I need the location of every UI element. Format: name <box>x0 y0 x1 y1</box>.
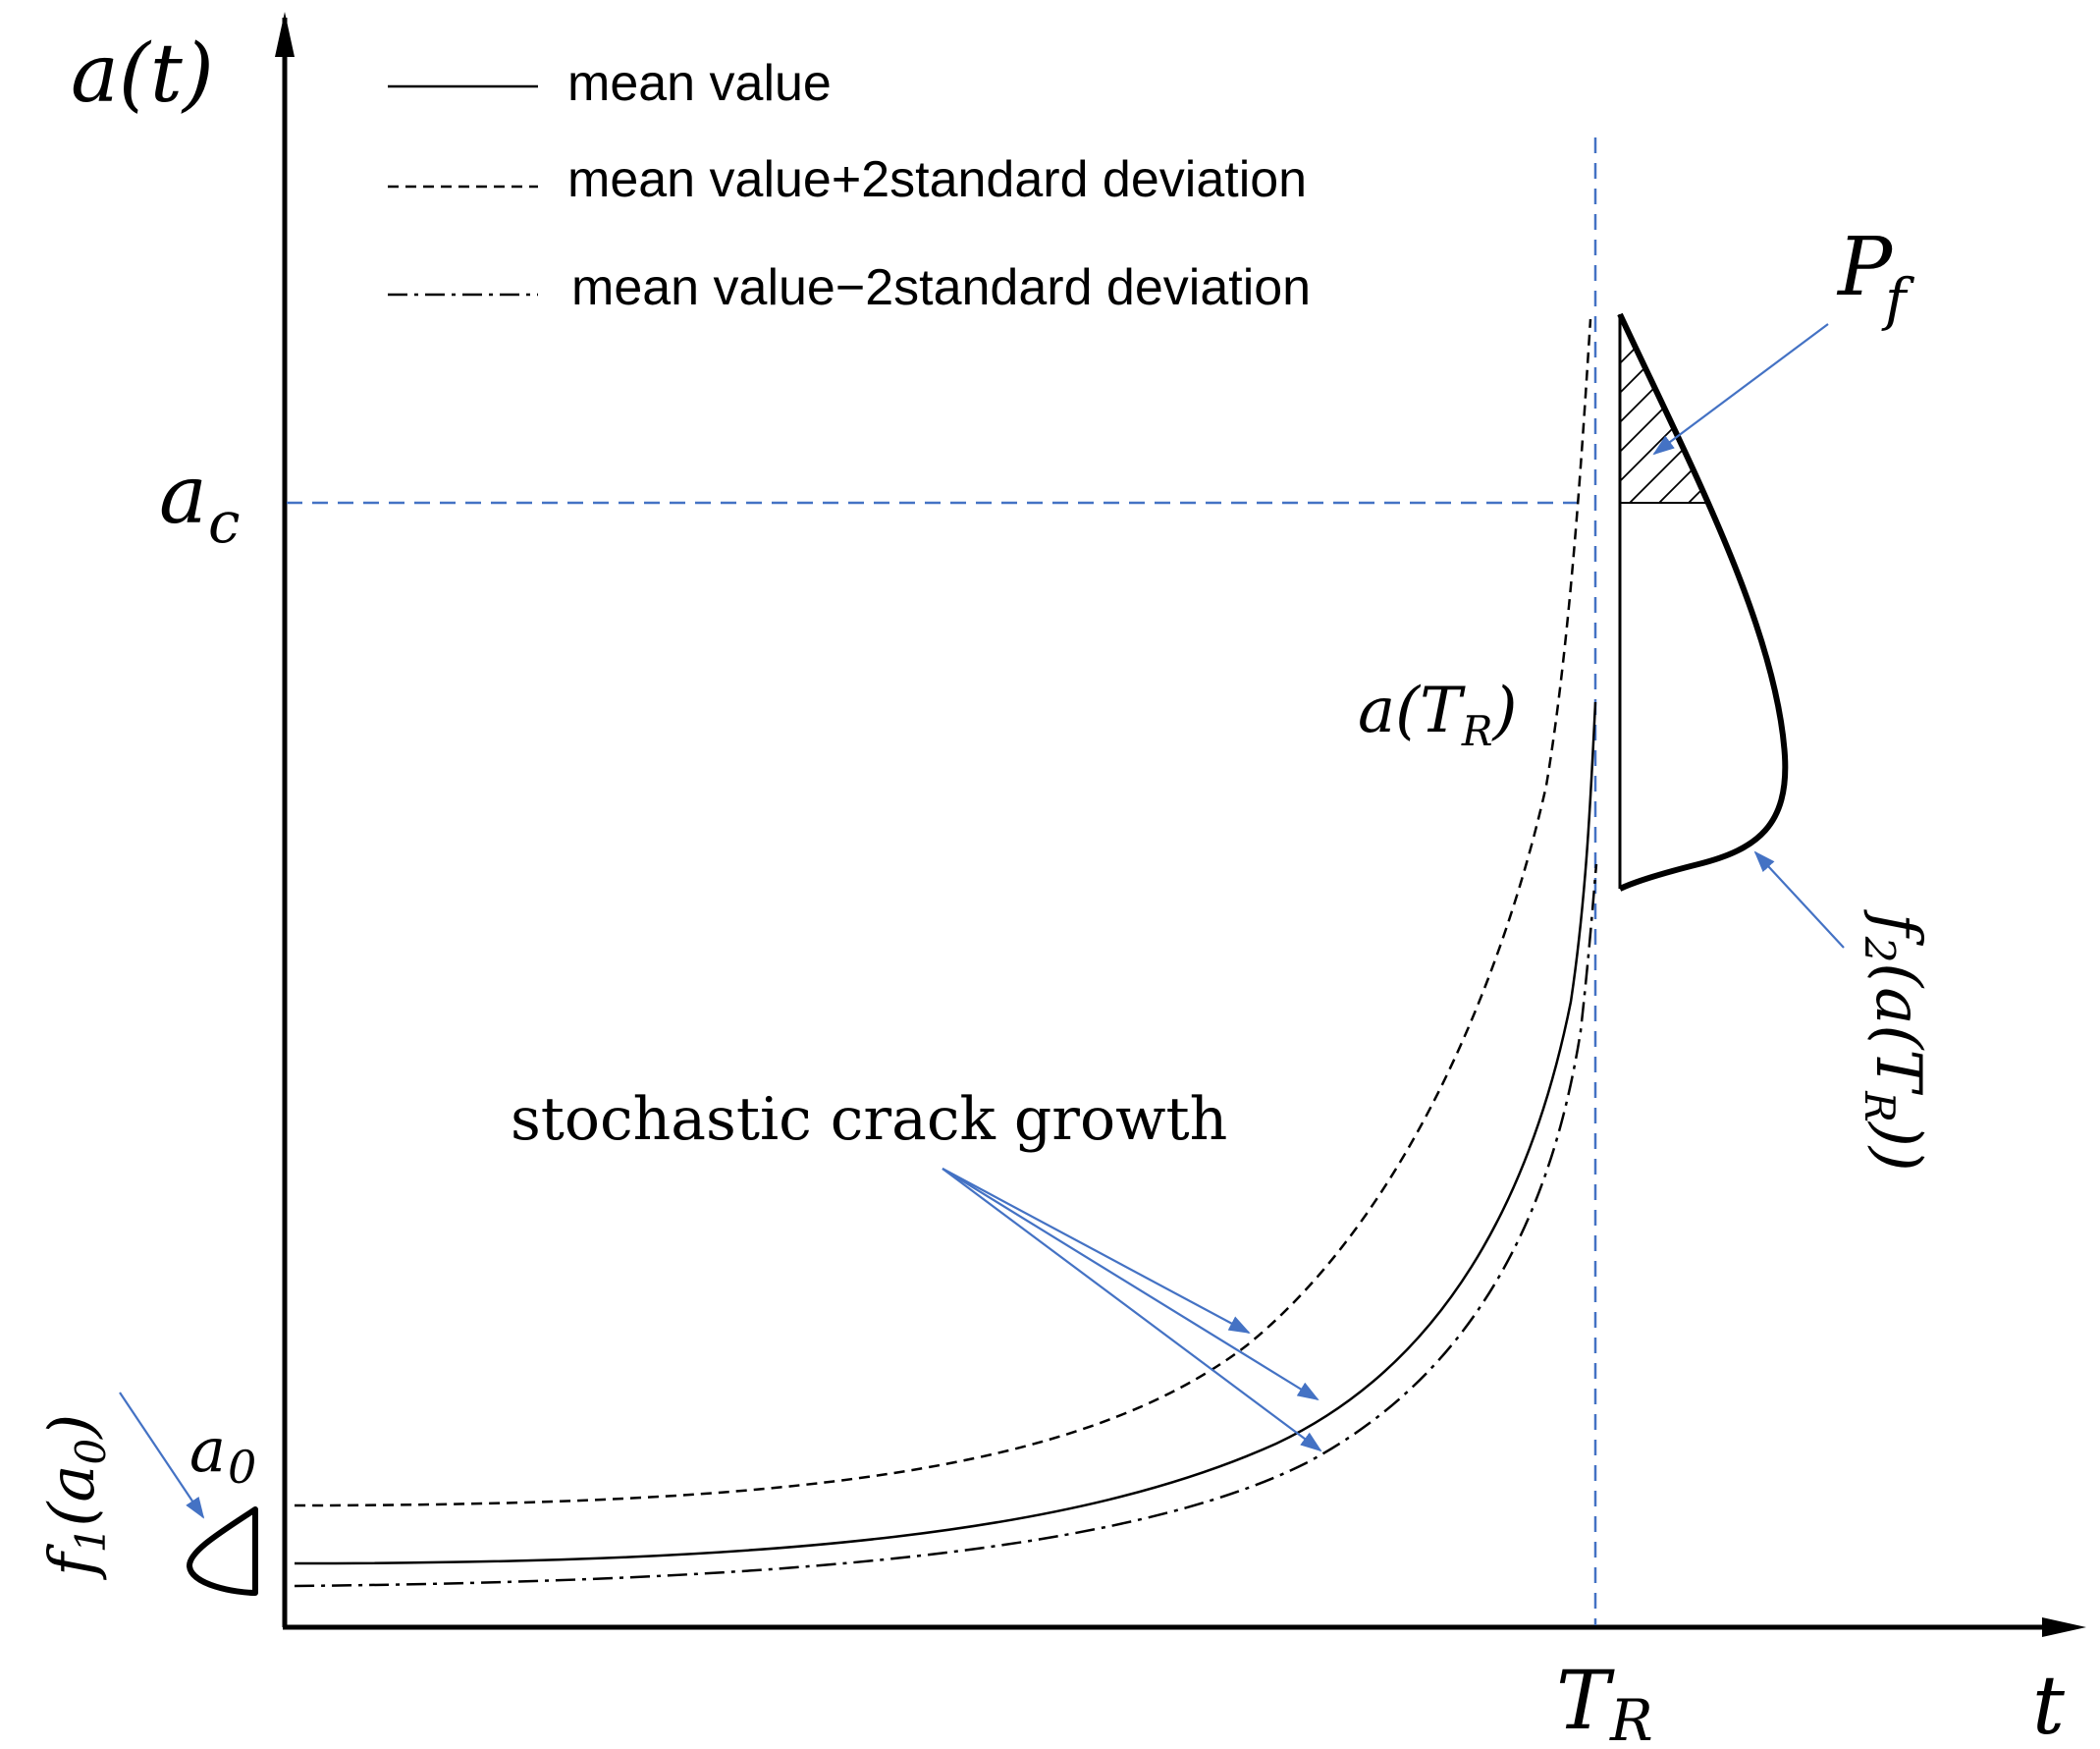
svg-text:R: R <box>1609 1687 1653 1749</box>
f1-arrow <box>119 1392 205 1519</box>
tr-label: T R <box>1556 1655 1653 1749</box>
f2-arrow <box>1753 850 1845 949</box>
pf-label: P f <box>1836 221 1915 333</box>
ac-label: a c <box>159 449 240 556</box>
legend-minus-label: mean value−2standard deviation <box>571 259 1311 316</box>
stochastic-label: stochastic crack growth <box>511 1085 1227 1154</box>
x-axis-arrowhead <box>2042 1617 2086 1637</box>
svg-text:a(TR): a(TR) <box>1358 675 1517 755</box>
curve-mean <box>294 701 1597 1565</box>
f2-label: f2(a(TR)) <box>1856 909 1934 1172</box>
legend-plus-label: mean value+2standard deviation <box>567 151 1307 208</box>
pf-arrow <box>1652 323 1829 456</box>
atr-label: a(TR) <box>1358 675 1517 755</box>
svg-text:a: a <box>189 1414 226 1486</box>
svg-text:c: c <box>208 489 240 556</box>
svg-text:f2(a(TR)): f2(a(TR)) <box>1856 909 1934 1172</box>
svg-text:f: f <box>1881 266 1915 333</box>
svg-text:T: T <box>1556 1655 1615 1748</box>
initial-size-distribution <box>187 1506 258 1596</box>
svg-text:P: P <box>1836 221 1894 314</box>
svg-text:f1(a0): f1(a0) <box>36 1414 115 1580</box>
final-size-distribution <box>1617 312 1789 892</box>
stochastic-arrows <box>942 1168 1322 1452</box>
legend-mean-label: mean value <box>567 55 832 112</box>
y-axis-arrowhead <box>275 12 295 57</box>
curve-mean-minus-2sd <box>294 863 1598 1588</box>
f1-label: f1(a0) <box>36 1414 115 1580</box>
curve-mean-plus-2sd <box>294 318 1592 1507</box>
svg-text:a: a <box>159 449 207 542</box>
svg-text:0: 0 <box>228 1441 256 1494</box>
legend: mean value mean value+2standard deviatio… <box>388 55 1311 316</box>
x-axis-label: t <box>2032 1660 2066 1749</box>
a0-label: a 0 <box>189 1414 256 1494</box>
y-axis-label: a(t) <box>71 27 214 121</box>
